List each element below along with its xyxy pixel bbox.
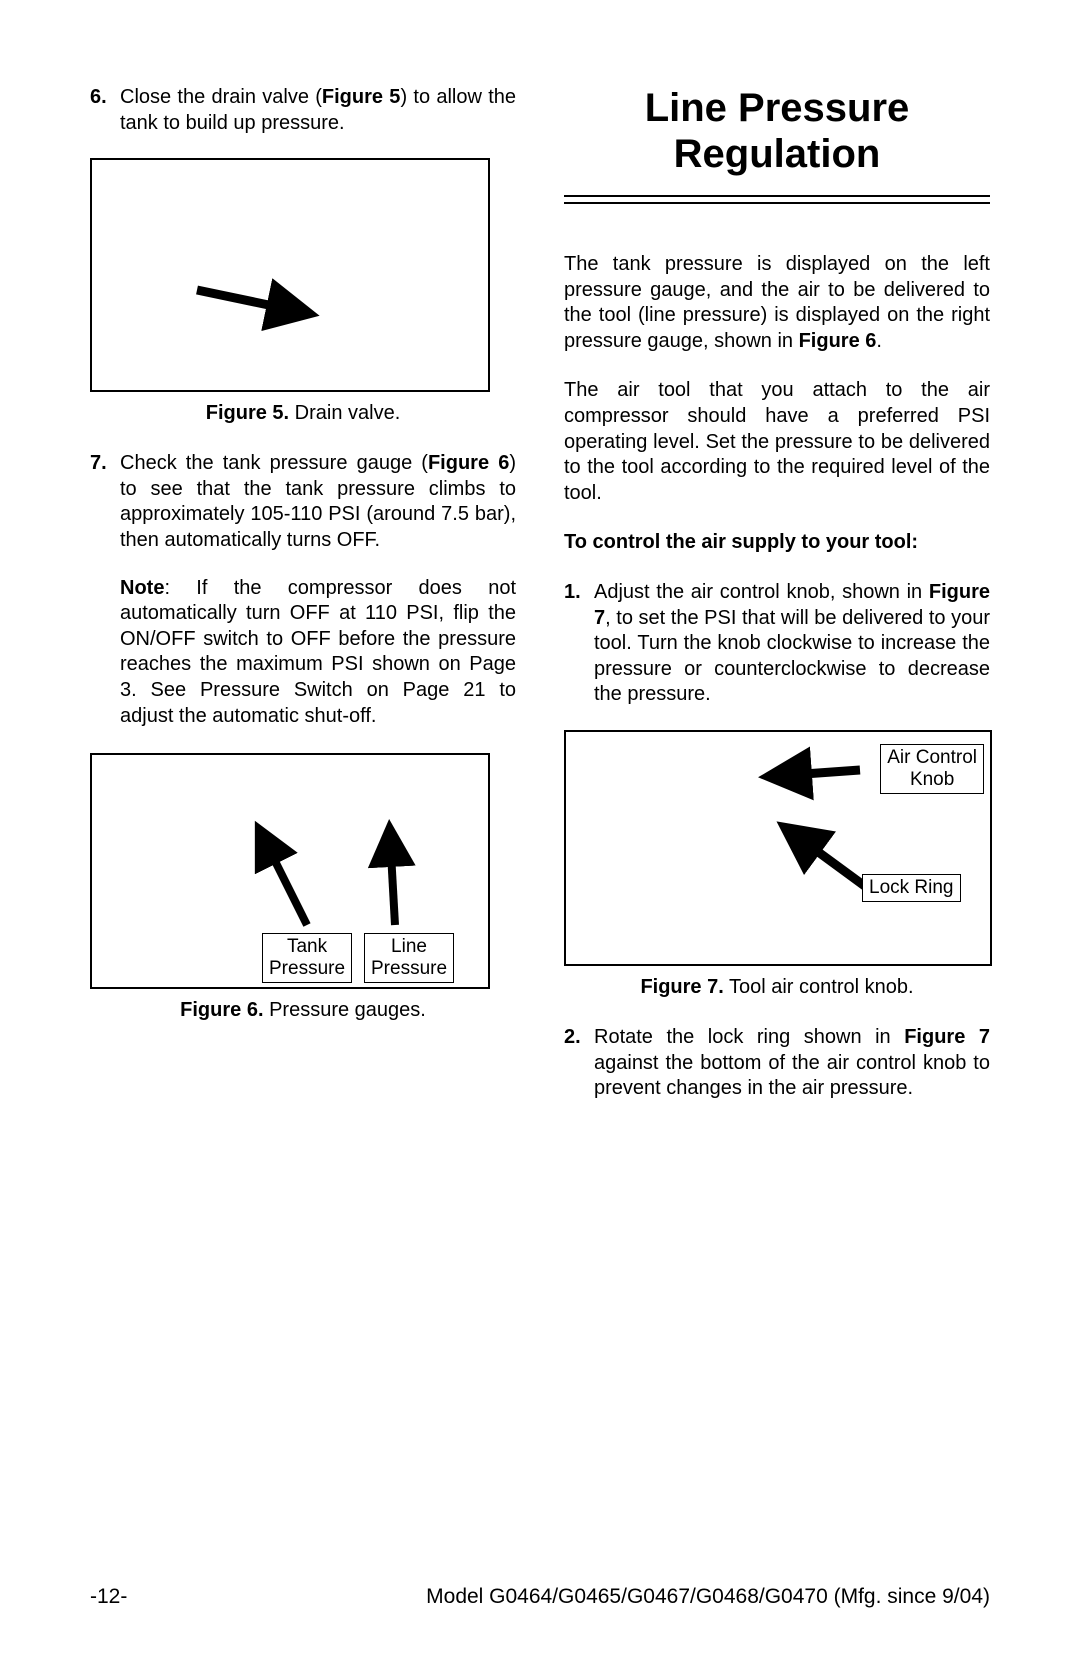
figure-5-arrow-icon (92, 160, 492, 394)
step-7-figref: Figure 6 (428, 452, 509, 474)
step-2-text-a: Rotate the lock ring shown in (594, 1026, 904, 1048)
note-label: Note (120, 577, 164, 599)
para-1-a: The tank pressure is displayed on the le… (564, 253, 990, 352)
figure-7-air-control-callout: Air Control Knob (880, 744, 984, 794)
note-block: Note: If the compressor does not automat… (90, 576, 516, 730)
figure-7-label: Figure 7. (640, 976, 723, 998)
para-1: The tank pressure is displayed on the le… (564, 252, 990, 354)
step-2-number: 2. (564, 1025, 581, 1051)
figure-6-tank-callout: Tank Pressure (262, 933, 352, 983)
figure-7-box: Air Control Knob Lock Ring (564, 730, 992, 966)
figure-6-line-callout: Line Pressure (364, 933, 454, 983)
steps-list-right: 1. Adjust the air control knob, shown in… (564, 580, 990, 708)
figure-6-caption-text: Pressure gauges. (264, 999, 426, 1021)
step-1: 1. Adjust the air control knob, shown in… (564, 580, 990, 708)
figure-7-lock-ring-callout: Lock Ring (862, 874, 961, 902)
step-2-text-b: against the bottom of the air control kn… (594, 1052, 990, 1100)
step-2-figref: Figure 7 (904, 1026, 990, 1048)
page-number: -12- (90, 1585, 127, 1609)
figure-6-label: Figure 6. (180, 999, 263, 1021)
two-column-layout: 6. Close the drain valve (Figure 5) to a… (90, 85, 990, 1124)
step-6-text-a: Close the drain valve ( (120, 86, 322, 108)
figure-5-box (90, 158, 490, 392)
model-line: Model G0464/G0465/G0467/G0468/G0470 (Mfg… (426, 1585, 990, 1609)
step-6-number: 6. (90, 85, 107, 111)
step-7-text-a: Check the tank pressure gauge ( (120, 452, 428, 474)
para-1-figref: Figure 6 (799, 330, 877, 352)
steps-list-left-2: 7. Check the tank pressure gauge (Figure… (90, 451, 516, 553)
figure-5-caption: Figure 5. Drain valve. (90, 402, 516, 425)
step-7-number: 7. (90, 451, 107, 477)
step-2: 2. Rotate the lock ring shown in Figure … (564, 1025, 990, 1102)
note-text: : If the compressor does not automatical… (120, 577, 516, 727)
steps-list-left: 6. Close the drain valve (Figure 5) to a… (90, 85, 516, 136)
double-rule-icon (564, 195, 990, 204)
section-title: Line Pressure Regulation (564, 85, 990, 177)
steps-list-right-2: 2. Rotate the lock ring shown in Figure … (564, 1025, 990, 1102)
figure-7-caption-text: Tool air control knob. (724, 976, 914, 998)
figure-5-caption-text: Drain valve. (289, 402, 400, 424)
para-1-c: . (876, 330, 882, 352)
figure-7-caption: Figure 7. Tool air control knob. (564, 976, 990, 999)
right-column: Line Pressure Regulation The tank pressu… (564, 85, 990, 1124)
step-6: 6. Close the drain valve (Figure 5) to a… (90, 85, 516, 136)
step-6-figref: Figure 5 (322, 86, 401, 108)
step-1-text-b: , to set the PSI that will be delivered … (594, 607, 990, 706)
left-column: 6. Close the drain valve (Figure 5) to a… (90, 85, 516, 1124)
step-7: 7. Check the tank pressure gauge (Figure… (90, 451, 516, 553)
figure-6-caption: Figure 6. Pressure gauges. (90, 999, 516, 1022)
step-1-text-a: Adjust the air control knob, shown in (594, 581, 929, 603)
para-2: The air tool that you attach to the air … (564, 378, 990, 506)
step-1-number: 1. (564, 580, 581, 606)
figure-6-box: Tank Pressure Line Pressure (90, 753, 490, 989)
page-footer: -12- Model G0464/G0465/G0467/G0468/G0470… (90, 1585, 990, 1609)
figure-5-label: Figure 5. (206, 402, 289, 424)
subheading: To control the air supply to your tool: (564, 530, 990, 556)
